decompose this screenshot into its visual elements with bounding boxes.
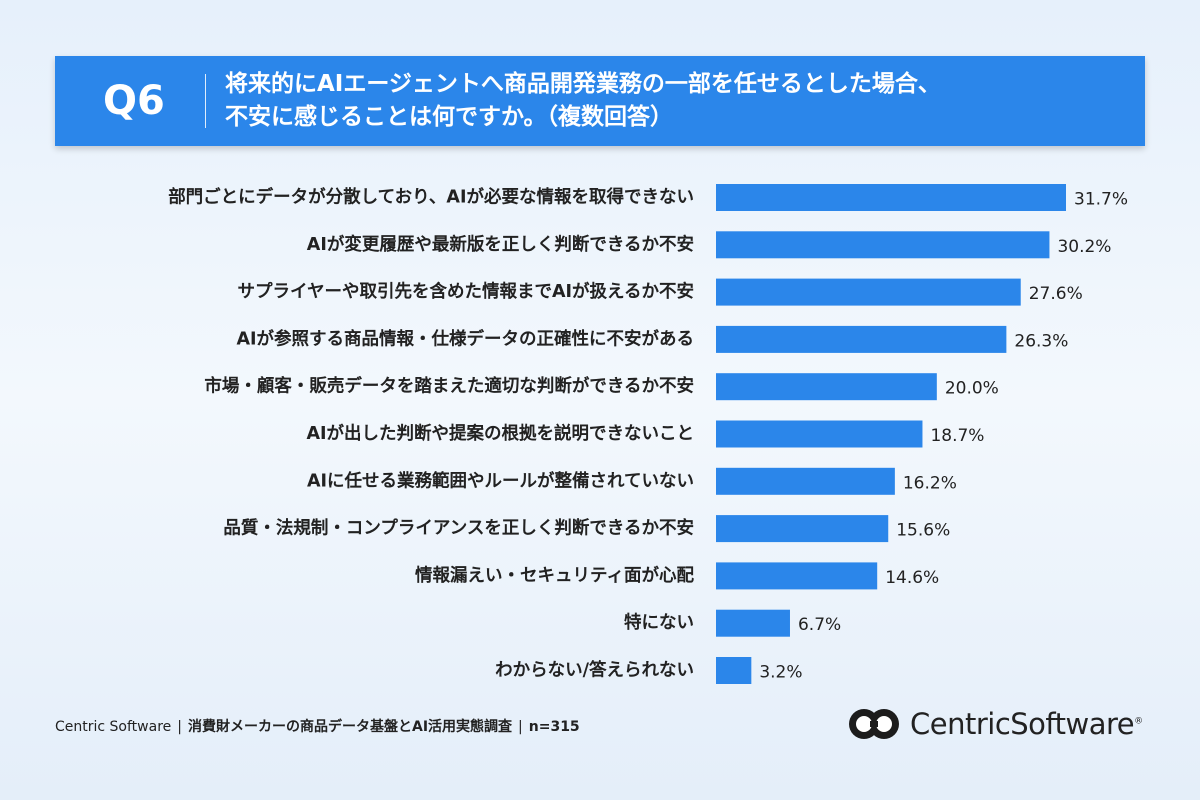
bar	[716, 515, 889, 543]
bar	[716, 562, 878, 590]
value-label: 31.7%	[1074, 190, 1128, 210]
footer-separator: |	[518, 719, 523, 735]
category-label: AIが変更履歴や最新版を正しく判断できるか不安	[307, 234, 694, 255]
category-label: サプライヤーや取引先を含めた情報までAIが扱えるか不安	[237, 281, 694, 302]
logo-wordmark: CentricSoftware®	[910, 707, 1143, 741]
source-footer: Centric Software | 消費財メーカーの商品データ基盤とAI活用実態調…	[55, 716, 580, 736]
category-label: 品質・法規制・コンプライアンスを正しく判断できるか不安	[223, 518, 694, 539]
logo-mark-icon	[849, 709, 899, 739]
centric-software-logo: CentricSoftware®	[846, 702, 1143, 746]
value-label: 27.6%	[1029, 284, 1083, 304]
bar	[716, 609, 790, 637]
bar	[716, 467, 895, 495]
bar	[716, 184, 1066, 211]
category-label: 市場・顧客・販売データを踏まえた適切な判断ができるか不安	[204, 376, 694, 397]
logo-trademark: ®	[1134, 716, 1143, 727]
footer-survey: 消費財メーカーの商品データ基盤とAI活用実態調査	[187, 719, 513, 735]
question-number: Q6	[103, 78, 165, 124]
category-label: 情報漏えい・セキュリティ面が心配	[415, 565, 694, 586]
bar	[716, 325, 1007, 353]
logo-wordmark-text: CentricSoftware	[910, 707, 1135, 741]
question-banner: Q6 将来的にAIエージェントへ商品開発業務の一部を任せるとした場合、 不安に感…	[55, 56, 1145, 146]
question-text: 将来的にAIエージェントへ商品開発業務の一部を任せるとした場合、 不安に感じるこ…	[225, 68, 1125, 134]
category-label: AIが出した判断や提案の根拠を説明できないこと	[306, 423, 694, 444]
bar	[716, 278, 1021, 306]
footer-separator: |	[177, 719, 182, 735]
value-label: 30.2%	[1057, 237, 1111, 257]
value-label: 20.0%	[945, 379, 999, 399]
question-line-1: 将来的にAIエージェントへ商品開発業務の一部を任せるとした場合、	[225, 71, 941, 97]
value-label: 18.7%	[930, 426, 984, 446]
question-line-2: 不安に感じることは何ですか。（複数回答）	[225, 104, 674, 130]
value-label: 14.6%	[885, 568, 939, 588]
category-label: AIが参照する商品情報・仕様データの正確性に不安がある	[236, 328, 694, 349]
category-label: わからない/答えられない	[495, 660, 694, 681]
value-label: 26.3%	[1014, 331, 1068, 351]
value-label: 15.6%	[896, 521, 950, 541]
bar	[716, 657, 752, 684]
bar	[716, 420, 923, 448]
bar	[716, 231, 1050, 259]
value-label: 6.7%	[798, 615, 841, 635]
footer-sample-size: n=315	[528, 719, 580, 735]
banner-divider	[205, 74, 206, 128]
value-label: 3.2%	[759, 663, 802, 683]
footer-source: Centric Software	[55, 719, 172, 735]
category-label: 特にない	[624, 612, 694, 633]
value-label: 16.2%	[903, 473, 957, 493]
bar	[716, 373, 937, 401]
category-label: 部門ごとにデータが分散しており、AIが必要な情報を取得できない	[168, 187, 694, 208]
category-label: AIに任せる業務範囲やルールが整備されていない	[307, 470, 694, 491]
